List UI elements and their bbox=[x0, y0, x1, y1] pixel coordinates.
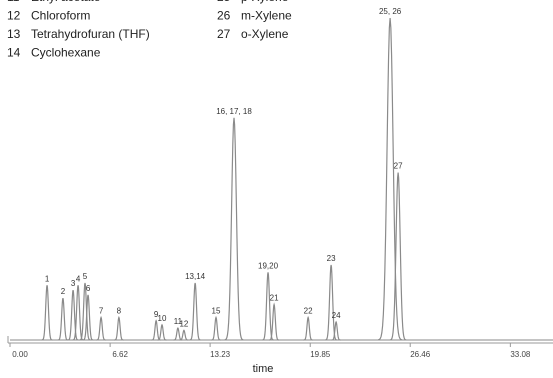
peak-label: 3 bbox=[71, 279, 76, 288]
peak bbox=[157, 323, 167, 341]
peak-label: 25, 26 bbox=[379, 7, 402, 16]
peak bbox=[325, 264, 338, 341]
compound-name: Ethyl acetate bbox=[31, 0, 101, 4]
compound-number: 12 bbox=[7, 9, 21, 23]
peak bbox=[262, 272, 274, 341]
peak-label: 27 bbox=[394, 162, 403, 171]
compound-number: 25 bbox=[217, 0, 231, 4]
x-tick-label: 33.08 bbox=[510, 350, 531, 359]
compound-number: 13 bbox=[7, 27, 21, 41]
peak-label: 12 bbox=[179, 319, 188, 328]
peak bbox=[79, 282, 91, 341]
peak bbox=[377, 17, 403, 341]
peak bbox=[67, 289, 79, 341]
x-tick-label: 26.46 bbox=[410, 350, 431, 359]
peak-label: 13,14 bbox=[185, 272, 206, 281]
compound-name: m-Xylene bbox=[241, 9, 292, 23]
x-tick-label: 6.62 bbox=[112, 350, 128, 359]
peak bbox=[41, 285, 53, 341]
peak-label: 4 bbox=[76, 274, 81, 283]
peak bbox=[303, 315, 313, 341]
peak bbox=[57, 297, 69, 341]
peak bbox=[331, 320, 341, 341]
peak-label: 6 bbox=[86, 284, 91, 293]
compound-number: 26 bbox=[217, 9, 231, 23]
x-tick-label: 19.85 bbox=[310, 350, 331, 359]
peak bbox=[114, 315, 124, 341]
peak bbox=[82, 294, 94, 341]
peak bbox=[224, 117, 244, 341]
peak-label: 8 bbox=[117, 307, 122, 316]
peak-label: 11 bbox=[174, 317, 183, 326]
compound-name: Chloroform bbox=[31, 9, 90, 23]
peak bbox=[96, 315, 106, 341]
peak-label: 1 bbox=[45, 274, 50, 283]
peak-label: 22 bbox=[304, 307, 313, 316]
peak-label: 10 bbox=[158, 314, 167, 323]
peak bbox=[211, 315, 221, 341]
peak-label: 23 bbox=[327, 254, 336, 263]
peak bbox=[269, 302, 280, 341]
compound-number: 11 bbox=[7, 0, 20, 4]
compound-name: Cyclohexane bbox=[31, 46, 101, 60]
peak-label: 7 bbox=[99, 307, 104, 316]
peak bbox=[173, 327, 183, 341]
peak bbox=[151, 319, 161, 341]
x-tick-label: 0.00 bbox=[12, 350, 28, 359]
peak-label: 2 bbox=[61, 287, 66, 296]
peak bbox=[389, 172, 407, 341]
peak-label: 5 bbox=[83, 272, 88, 281]
compound-name: o-Xylene bbox=[241, 27, 289, 41]
peak-label: 16, 17, 18 bbox=[216, 107, 252, 116]
peak-label: 15 bbox=[212, 307, 221, 316]
compound-number: 14 bbox=[7, 46, 21, 60]
compound-number: 27 bbox=[217, 27, 231, 41]
compound-name: Tetrahydrofuran (THF) bbox=[31, 27, 150, 41]
peak-label: 21 bbox=[270, 294, 279, 303]
x-axis-title: time bbox=[253, 363, 274, 375]
x-tick-label: 13.23 bbox=[210, 350, 231, 359]
peak bbox=[179, 329, 189, 341]
peak-label: 9 bbox=[154, 310, 159, 319]
peak-label: 19,20 bbox=[258, 261, 279, 270]
peak bbox=[189, 282, 201, 341]
compound-name: p-Xylene bbox=[241, 0, 289, 4]
peak-label: 24 bbox=[332, 311, 341, 320]
